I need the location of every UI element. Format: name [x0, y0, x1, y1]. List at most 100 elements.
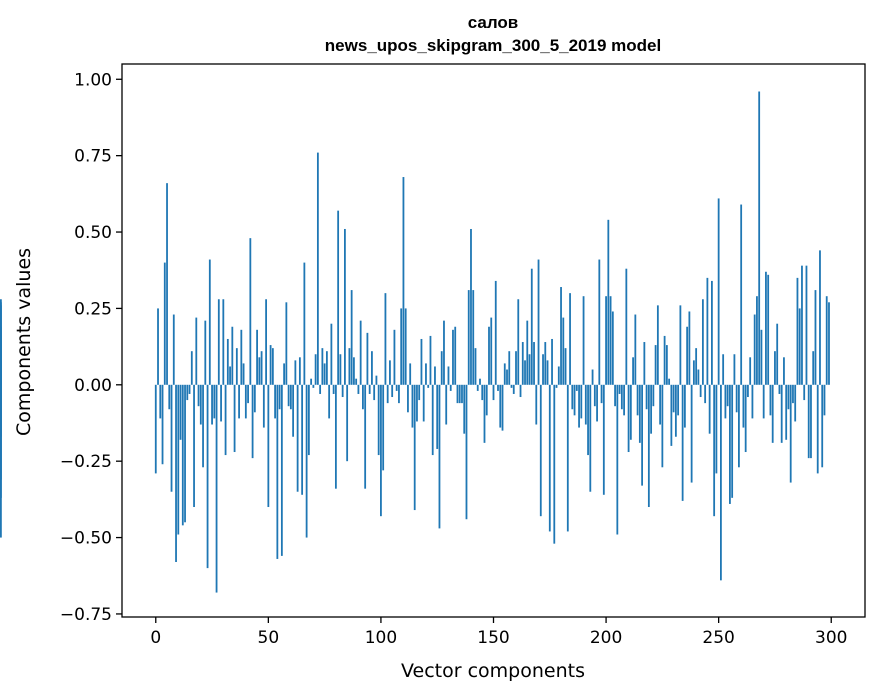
bar	[175, 384, 177, 562]
bar	[584, 384, 587, 425]
bar	[382, 384, 385, 471]
bar	[729, 384, 731, 504]
bar	[159, 384, 162, 419]
bar	[681, 384, 684, 501]
bar	[641, 384, 643, 486]
bar	[0, 384, 2, 437]
bar	[325, 351, 328, 385]
bar	[787, 384, 790, 410]
bar	[418, 384, 421, 401]
bar	[771, 384, 774, 443]
bar	[704, 384, 707, 404]
bar	[287, 384, 290, 407]
bar	[377, 384, 380, 456]
bar	[202, 384, 204, 468]
bar	[323, 363, 326, 385]
x-tick-label: 0	[150, 628, 161, 648]
bar	[672, 384, 675, 413]
bar	[506, 369, 508, 385]
bar	[724, 384, 727, 419]
bar	[244, 384, 247, 419]
bar	[807, 384, 810, 459]
bar	[564, 348, 567, 385]
bar	[627, 384, 630, 453]
bar	[634, 314, 637, 385]
bar	[395, 384, 398, 391]
bar	[172, 314, 175, 385]
y-axis-label: Components values	[13, 248, 35, 436]
bar	[348, 348, 351, 385]
bar	[154, 384, 157, 474]
bar	[188, 384, 191, 394]
bar	[798, 308, 801, 385]
bar	[249, 238, 252, 385]
bar	[440, 351, 443, 385]
bar	[161, 384, 164, 465]
bar	[600, 384, 603, 404]
bar	[562, 317, 565, 385]
bar	[170, 384, 173, 492]
bar	[553, 384, 556, 544]
bar	[780, 384, 783, 443]
bar	[427, 384, 430, 388]
bar	[271, 348, 274, 385]
bar	[616, 384, 619, 535]
bar	[708, 384, 711, 434]
bar	[744, 384, 747, 453]
bar	[656, 305, 659, 385]
bar	[364, 384, 367, 489]
bar	[555, 384, 558, 388]
bar	[258, 357, 261, 385]
bar	[485, 384, 488, 416]
bar	[762, 384, 765, 419]
bar	[262, 384, 265, 428]
bar	[717, 198, 720, 385]
bar	[449, 384, 452, 391]
bar	[492, 384, 495, 401]
bar	[756, 296, 758, 385]
bar	[307, 384, 310, 456]
bar	[629, 384, 632, 440]
bar	[539, 384, 542, 517]
bar	[298, 357, 301, 385]
bar	[452, 329, 454, 385]
bar	[731, 384, 734, 498]
bar	[470, 228, 472, 385]
bar	[278, 384, 281, 410]
bar	[476, 384, 479, 391]
bar	[582, 296, 585, 385]
bar	[733, 354, 736, 385]
bar	[488, 326, 490, 385]
bar	[195, 317, 198, 385]
bar	[765, 271, 767, 385]
bar	[821, 384, 824, 468]
bar	[825, 296, 828, 385]
bar	[740, 204, 743, 385]
bar	[312, 384, 315, 388]
bar	[530, 268, 533, 385]
bar	[742, 384, 745, 428]
bar	[512, 384, 515, 394]
bar	[706, 277, 709, 385]
bar	[814, 290, 817, 385]
bar	[184, 384, 186, 523]
bar	[573, 384, 576, 416]
bar	[537, 259, 540, 385]
bar	[445, 384, 448, 425]
bar	[465, 384, 468, 520]
bar	[801, 265, 803, 385]
bar	[350, 290, 353, 385]
x-tick-label: 200	[590, 628, 622, 648]
bar	[810, 384, 812, 459]
bar	[677, 384, 680, 416]
bar	[819, 250, 821, 385]
bar	[274, 384, 276, 419]
bar	[722, 354, 725, 385]
y-tick-label: 0.25	[74, 299, 112, 319]
bar	[420, 338, 423, 385]
bar	[366, 332, 369, 385]
bar	[296, 384, 299, 492]
bar	[393, 329, 396, 385]
bar	[269, 345, 272, 385]
